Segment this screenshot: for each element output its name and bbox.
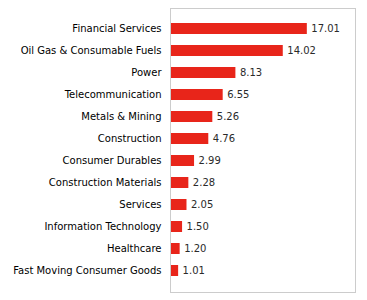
svg-text:Power: Power <box>131 67 162 78</box>
svg-text:1.01: 1.01 <box>183 265 205 276</box>
svg-text:Telecommunication: Telecommunication <box>64 89 162 100</box>
svg-text:4.76: 4.76 <box>213 133 235 144</box>
svg-text:Construction Materials: Construction Materials <box>49 177 162 188</box>
svg-text:Construction: Construction <box>98 133 162 144</box>
svg-text:14.02: 14.02 <box>287 45 316 56</box>
svg-text:Oil Gas & Consumable Fuels: Oil Gas & Consumable Fuels <box>21 45 162 56</box>
svg-text:Healthcare: Healthcare <box>107 243 162 254</box>
svg-text:2.99: 2.99 <box>199 155 221 166</box>
svg-text:1.20: 1.20 <box>184 243 206 254</box>
svg-text:1.50: 1.50 <box>187 221 209 232</box>
svg-text:Information Technology: Information Technology <box>44 221 161 232</box>
svg-text:Fast Moving Consumer Goods: Fast Moving Consumer Goods <box>13 265 161 276</box>
svg-text:2.28: 2.28 <box>193 177 215 188</box>
svg-text:Consumer Durables: Consumer Durables <box>63 155 162 166</box>
svg-text:6.55: 6.55 <box>227 89 249 100</box>
svg-text:8.13: 8.13 <box>240 67 262 78</box>
svg-text:Financial Services: Financial Services <box>72 23 161 34</box>
svg-text:Metals & Mining: Metals & Mining <box>81 111 161 122</box>
svg-text:17.01: 17.01 <box>311 23 340 34</box>
svg-text:2.05: 2.05 <box>191 199 213 210</box>
svg-text:5.26: 5.26 <box>217 111 239 122</box>
svg-text:Services: Services <box>119 199 161 210</box>
